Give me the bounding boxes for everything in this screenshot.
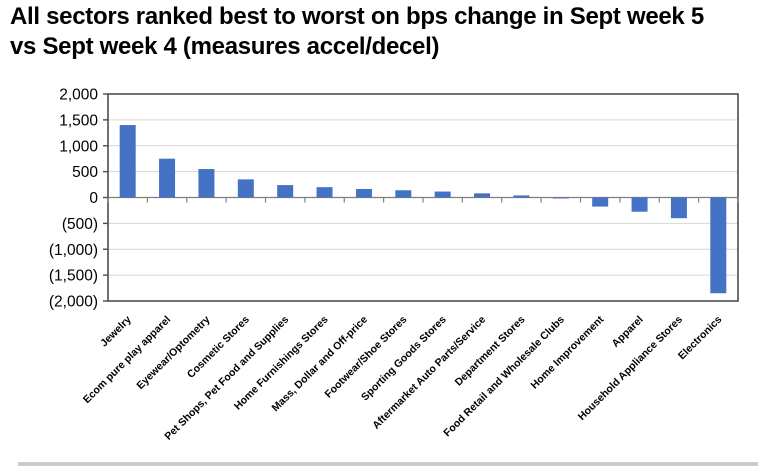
chart-title: All sectors ranked best to worst on bps … bbox=[10, 3, 704, 60]
bar bbox=[198, 169, 215, 198]
x-axis-label: Home Improvement bbox=[529, 313, 607, 391]
bar bbox=[237, 179, 254, 198]
y-axis-label: 500 bbox=[72, 164, 98, 181]
y-axis-label: 1,500 bbox=[59, 112, 98, 129]
y-axis-label: 0 bbox=[89, 190, 98, 207]
y-axis-label: 2,000 bbox=[59, 87, 98, 104]
bar-chart: 2,000 1,500 1,000 500 0 (500) (1,000) (1,500) (2… bbox=[0, 70, 758, 468]
x-axis-label: Jewelry bbox=[98, 314, 134, 350]
bar bbox=[159, 158, 176, 198]
bar bbox=[552, 197, 569, 199]
x-axis-label: Eyewear/Optometry bbox=[134, 314, 212, 392]
bar bbox=[119, 125, 136, 198]
bar bbox=[592, 197, 609, 207]
y-axis-label: (2,000) bbox=[49, 294, 98, 311]
bar bbox=[395, 190, 412, 198]
bar-chart-canvas: 2,000 1,500 1,000 500 0 (500) (1,000) (1,500) (2… bbox=[49, 87, 739, 443]
bar bbox=[434, 191, 451, 198]
bar bbox=[631, 197, 648, 212]
y-axis-label: (1,500) bbox=[49, 268, 98, 285]
x-axis-label: Apparel bbox=[610, 314, 646, 350]
bar bbox=[474, 193, 491, 198]
bar bbox=[670, 197, 687, 219]
bar bbox=[277, 185, 294, 198]
bar bbox=[355, 188, 372, 198]
y-axis-label: 1,000 bbox=[59, 138, 98, 155]
y-axis-label: (500) bbox=[62, 216, 98, 233]
bottom-divider bbox=[18, 462, 758, 466]
bar bbox=[710, 197, 727, 294]
bar bbox=[316, 187, 333, 198]
bar bbox=[513, 195, 530, 198]
x-axis-label: Department Stores bbox=[453, 314, 528, 389]
y-axis-label: (1,000) bbox=[49, 242, 98, 259]
